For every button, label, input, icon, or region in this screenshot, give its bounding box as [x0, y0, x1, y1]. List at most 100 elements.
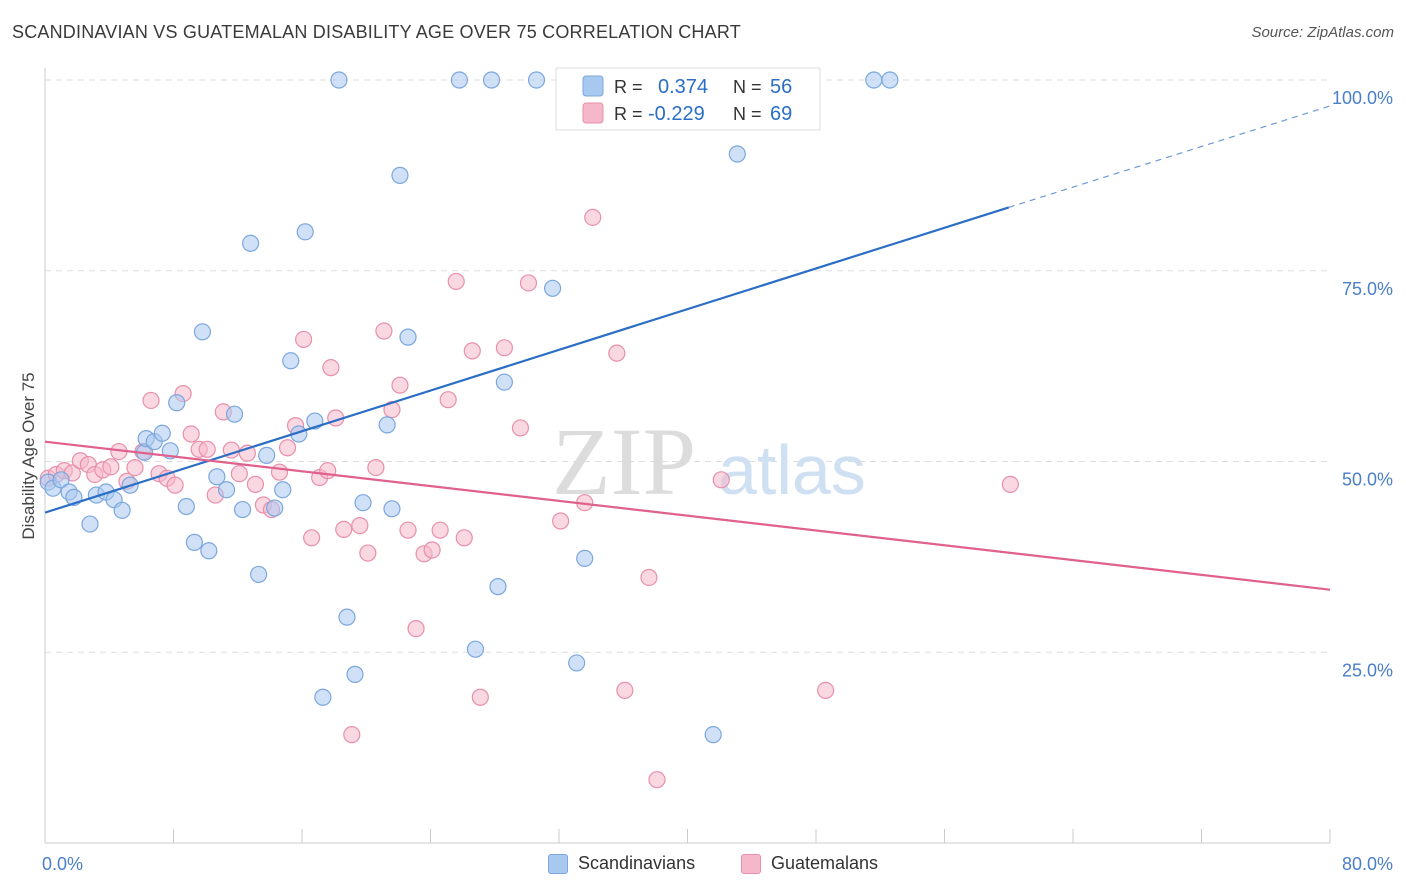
scandinavian-point-44 [466, 640, 485, 658]
guatemalan-point-59 [552, 512, 570, 530]
guatemalan-point-42 [367, 459, 385, 477]
scandinavian-point-14 [153, 424, 171, 442]
scandinavian-point-5 [81, 515, 99, 533]
guatemalan-point-63 [616, 681, 634, 700]
legend-label-guatemalans: Guatemalans [771, 853, 879, 873]
guatemalan-point-18 [182, 425, 200, 443]
source-credit: Source: ZipAtlas.com [1251, 24, 1394, 41]
scandinavian-point-49 [543, 279, 562, 297]
scandinavian-point-19 [193, 323, 212, 341]
scandinavian-point-22 [217, 481, 236, 499]
legend-item-guatemalans: Guatemalans [741, 853, 878, 874]
scandinavian-point-20 [200, 542, 218, 560]
guatemalan-point-64 [640, 568, 658, 587]
guatemalan-point-55 [471, 688, 489, 706]
trend-line-scandinavians [44, 206, 1010, 514]
x-tick-label-0: 0.0% [42, 854, 83, 874]
data-points [39, 71, 1019, 789]
scandinavian-point-41 [391, 166, 409, 184]
guatemalan-point-29 [270, 463, 289, 481]
guatemalan-point-11 [126, 459, 144, 477]
scandinavian-point-40 [383, 500, 401, 518]
tick-labels: 25.0% 50.0% 75.0% 100.0% 0.0% 80.0% [42, 88, 1393, 874]
guatemalan-point-32 [295, 330, 313, 349]
trend-line-scandinavians-extension [1008, 105, 1331, 208]
scandinavian-point-47 [495, 373, 513, 391]
scandinavian-point-48 [527, 71, 546, 89]
guatemalan-point-57 [511, 419, 530, 437]
stats-n-value-pink: 69 [770, 103, 792, 125]
guatemalan-point-43 [375, 322, 393, 340]
y-tick-label-1: 50.0% [1342, 470, 1393, 490]
guatemalan-point-36 [322, 359, 340, 377]
scandinavian-point-29 [274, 481, 292, 499]
legend-swatch-blue [548, 853, 568, 874]
scandinavian-point-39 [378, 416, 396, 434]
guatemalan-point-68 [1001, 475, 1019, 493]
legend-label-scandinavians: Scandinavians [578, 853, 696, 873]
scandinavian-point-52 [704, 726, 722, 744]
guatemalan-point-65 [648, 771, 666, 789]
stats-r-label-blue: R = [614, 77, 643, 97]
watermark: ZIP atlas [552, 408, 866, 515]
stats-legend: R = 0.374 N = 56 R = -0.229 N = 69 [555, 67, 821, 131]
scandinavian-point-53 [728, 145, 746, 163]
guatemalan-point-61 [584, 208, 602, 226]
scandinavian-point-46 [489, 578, 507, 596]
guatemalan-point-58 [519, 274, 538, 292]
stats-legend-swatch-pink [582, 102, 604, 124]
guatemalan-point-54 [463, 342, 481, 360]
scandinavian-point-51 [576, 549, 594, 568]
scandinavian-point-17 [177, 497, 195, 516]
y-tick-label-0: 25.0% [1342, 660, 1393, 680]
scandinavian-point-26 [250, 565, 268, 584]
scandinavian-point-54 [865, 71, 883, 89]
trend-lines [44, 105, 1331, 591]
scandinavian-point-30 [282, 352, 300, 370]
guatemalan-point-13 [142, 391, 160, 410]
scandinavian-point-38 [354, 494, 372, 512]
axes [44, 68, 1331, 844]
stats-n-value-blue: 56 [770, 76, 792, 98]
stats-r-value-pink: -0.229 [648, 103, 705, 125]
scandinavian-point-55 [881, 71, 899, 89]
guatemalan-point-45 [391, 376, 409, 394]
guatemalan-point-8 [102, 458, 120, 476]
y-tick-label-3: 100.0% [1332, 88, 1393, 108]
guatemalan-point-56 [495, 339, 513, 357]
guatemalan-point-67 [817, 681, 835, 700]
trend-line-guatemalans [44, 440, 1331, 591]
scandinavian-point-2 [52, 471, 70, 489]
guatemalan-point-16 [166, 476, 184, 494]
scandinavian-point-9 [113, 501, 131, 519]
guatemalan-point-39 [343, 726, 361, 744]
guatemalan-point-51 [439, 391, 457, 409]
guatemalan-point-38 [335, 520, 353, 539]
stats-r-label-pink: R = [614, 104, 643, 124]
legend-item-scandinavians: Scandinavians [548, 853, 695, 874]
guatemalan-point-24 [230, 465, 248, 483]
grid-lines [45, 79, 1330, 653]
scandinavian-point-37 [346, 665, 364, 683]
guatemalan-point-20 [198, 440, 216, 458]
scandinavian-point-50 [568, 654, 586, 672]
stats-r-value-blue: 0.374 [658, 76, 708, 98]
scandinavian-point-25 [242, 234, 260, 252]
scandinavian-point-42 [399, 328, 417, 346]
scandinavian-point-24 [233, 500, 252, 519]
guatemalan-point-41 [359, 544, 377, 562]
guatemalan-point-66 [712, 471, 730, 489]
watermark-zip: ZIP [552, 408, 696, 515]
guatemalan-point-49 [423, 541, 441, 559]
scandinavian-point-36 [338, 608, 356, 626]
guatemalan-point-40 [351, 516, 369, 535]
stats-legend-swatch-blue [582, 75, 604, 97]
scandinavian-point-34 [314, 688, 332, 706]
y-axis-label: Disability Age Over 75 [19, 372, 38, 539]
scandinavian-point-28 [266, 499, 284, 517]
guatemalan-point-26 [246, 475, 265, 493]
scandinavian-point-16 [168, 394, 186, 412]
scandinavian-point-43 [450, 71, 469, 89]
guatemalan-point-50 [431, 521, 449, 539]
